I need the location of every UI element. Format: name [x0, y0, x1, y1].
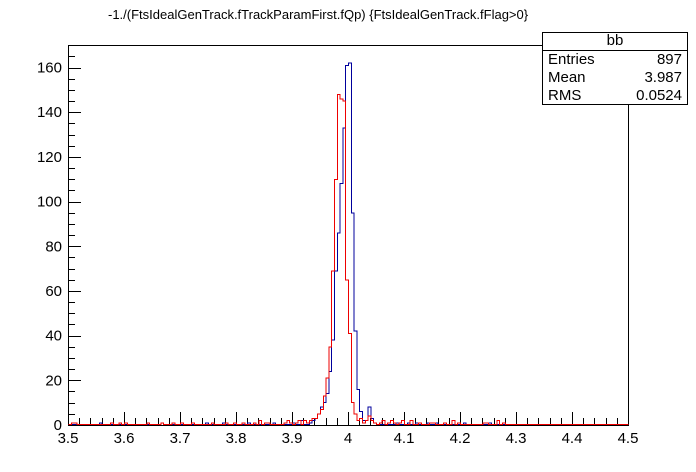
- histogram-bb-line: [68, 62, 629, 425]
- x-tick-label: 4.2: [450, 430, 471, 447]
- x-tick-label: 4: [344, 430, 352, 447]
- stats-box[interactable]: bb Entries 897 Mean 3.987 RMS 0.0524: [542, 32, 688, 105]
- plot-title: -1./(FtsIdealGenTrack.fTrackParamFirst.f…: [108, 7, 529, 22]
- x-tick-label: 4.5: [618, 430, 639, 447]
- stats-row-entries: Entries 897: [543, 51, 687, 69]
- y-tick-label: 120: [37, 149, 62, 166]
- x-tick-label: 3.8: [226, 430, 247, 447]
- x-tick-label: 3.9: [282, 430, 303, 447]
- stats-entries-label: Entries: [548, 51, 595, 68]
- stats-mean-value: 3.987: [644, 69, 682, 86]
- y-tick-label: 80: [45, 238, 62, 255]
- x-tick-label: 4.3: [506, 430, 527, 447]
- y-tick-label: 40: [45, 328, 62, 345]
- stats-entries-value: 897: [656, 51, 682, 68]
- stats-box-title: bb: [543, 33, 687, 51]
- x-tick-label: 4.1: [394, 430, 415, 447]
- y-tick-label: 0: [54, 417, 62, 434]
- stats-rms-value: 0.0524: [636, 87, 682, 104]
- stats-row-rms: RMS 0.0524: [543, 87, 687, 105]
- x-tick-label: 4.4: [562, 430, 583, 447]
- y-tick-label: 20: [45, 372, 62, 389]
- y-tick-label: 60: [45, 283, 62, 300]
- x-tick-label: 3.7: [170, 430, 191, 447]
- y-tick-label: 160: [37, 60, 62, 77]
- x-tick-label: 3.6: [114, 430, 135, 447]
- stats-row-mean: Mean 3.987: [543, 69, 687, 87]
- y-tick-label: 100: [37, 194, 62, 211]
- x-tick-label: 3.5: [58, 430, 79, 447]
- y-tick-label: 140: [37, 104, 62, 121]
- stats-rms-label: RMS: [548, 87, 582, 104]
- stats-mean-label: Mean: [548, 69, 586, 86]
- histogram-red-overlay-line: [68, 93, 629, 425]
